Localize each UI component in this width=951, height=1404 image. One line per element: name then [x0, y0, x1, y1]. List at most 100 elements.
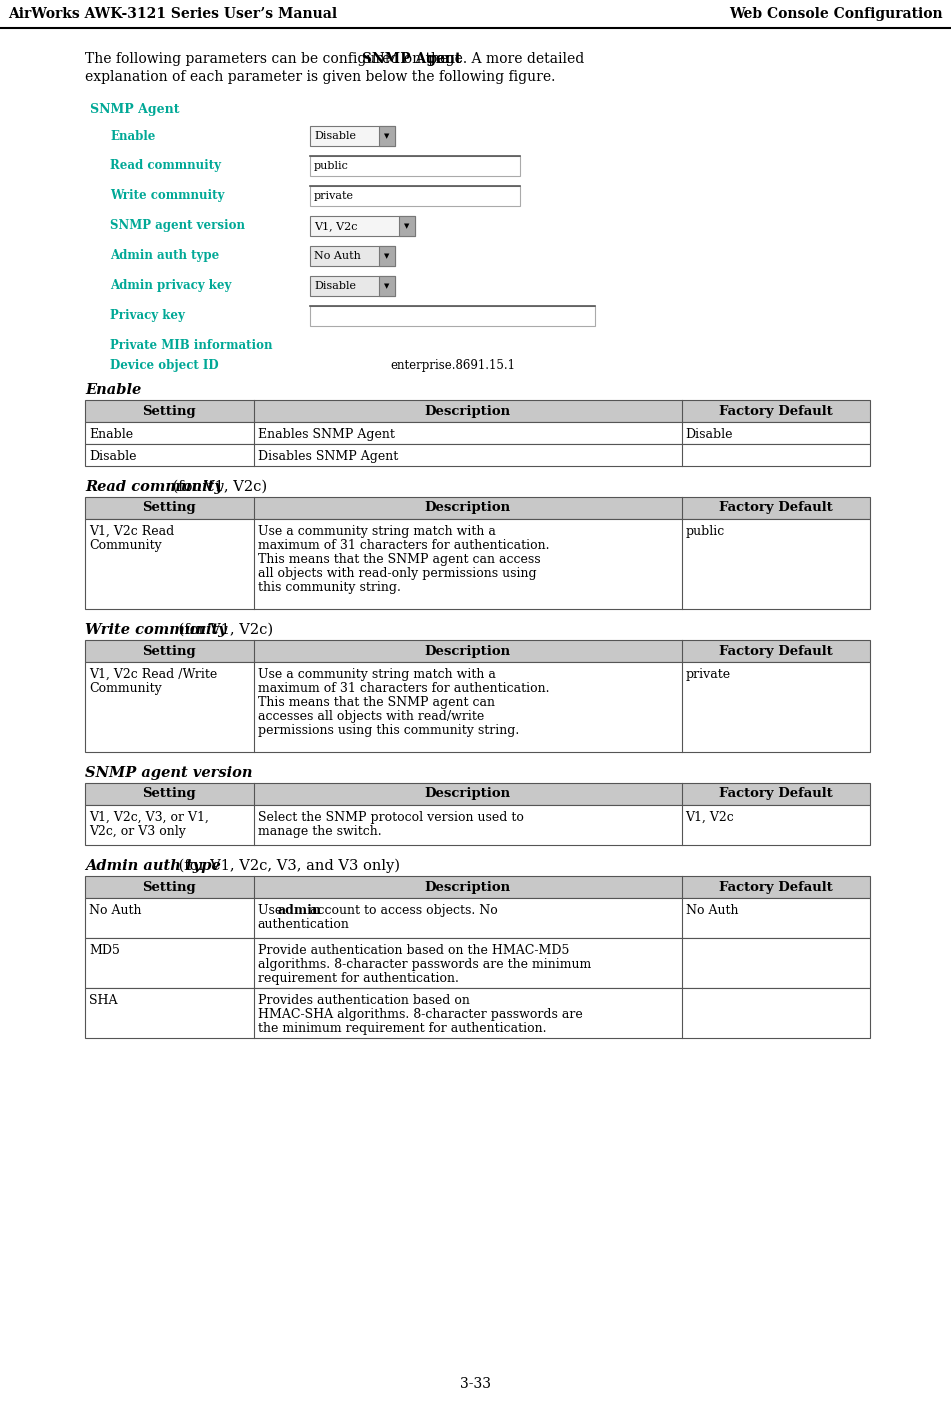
Text: Write community: Write community: [85, 623, 226, 637]
Text: Write commnuity: Write commnuity: [110, 190, 224, 202]
Text: Setting: Setting: [143, 644, 196, 657]
Text: Disable: Disable: [314, 131, 356, 140]
Text: Disable: Disable: [89, 451, 137, 463]
Text: maximum of 31 characters for authentication.: maximum of 31 characters for authenticat…: [258, 682, 550, 695]
Text: the minimum requirement for authentication.: the minimum requirement for authenticati…: [258, 1022, 546, 1035]
Text: Admin auth type: Admin auth type: [110, 250, 220, 263]
Text: HMAC-SHA algorithms. 8-character passwords are: HMAC-SHA algorithms. 8-character passwor…: [258, 1008, 583, 1021]
Text: Description: Description: [425, 788, 511, 800]
Bar: [85, 938, 870, 988]
Text: Setting: Setting: [143, 501, 196, 514]
Text: Enable: Enable: [89, 428, 133, 441]
Text: Provide authentication based on the HMAC-MD5: Provide authentication based on the HMAC…: [258, 943, 569, 958]
Text: (for V1, V2c): (for V1, V2c): [173, 623, 273, 637]
Text: ▼: ▼: [404, 223, 410, 229]
Bar: [85, 640, 870, 663]
Bar: [379, 246, 395, 265]
Text: Admin auth type: Admin auth type: [85, 859, 221, 873]
Bar: [310, 306, 595, 326]
Text: Community: Community: [89, 682, 162, 695]
Text: admin: admin: [278, 904, 322, 917]
Text: Device object ID: Device object ID: [110, 359, 219, 372]
Bar: [379, 277, 395, 296]
Text: accesses all objects with read/write: accesses all objects with read/write: [258, 710, 484, 723]
Text: Disable: Disable: [314, 281, 356, 291]
Bar: [310, 246, 395, 265]
Text: Use a community string match with a: Use a community string match with a: [258, 525, 495, 538]
Text: Description: Description: [425, 880, 511, 893]
Text: Setting: Setting: [143, 404, 196, 417]
Text: SNMP Agent: SNMP Agent: [90, 102, 180, 117]
Bar: [85, 444, 870, 466]
Text: Use: Use: [258, 904, 286, 917]
Text: Use a community string match with a: Use a community string match with a: [258, 668, 495, 681]
Text: 3-33: 3-33: [460, 1377, 491, 1391]
Text: Description: Description: [425, 501, 511, 514]
Text: Web Console Configuration: Web Console Configuration: [729, 7, 943, 21]
Bar: [310, 156, 520, 176]
Text: explanation of each parameter is given below the following figure.: explanation of each parameter is given b…: [85, 70, 555, 84]
Text: Enable: Enable: [85, 383, 142, 397]
Text: ▼: ▼: [384, 133, 390, 139]
Text: permissions using this community string.: permissions using this community string.: [258, 724, 519, 737]
Bar: [379, 126, 395, 146]
Bar: [85, 400, 870, 423]
Bar: [85, 423, 870, 444]
Text: ▼: ▼: [384, 253, 390, 258]
Text: SNMP Agent: SNMP Agent: [362, 52, 462, 66]
Text: (for V1, V2c, V3, and V3 only): (for V1, V2c, V3, and V3 only): [173, 859, 399, 873]
Text: Read community: Read community: [85, 480, 223, 494]
Text: enterprise.8691.15.1: enterprise.8691.15.1: [390, 359, 515, 372]
Bar: [85, 663, 870, 753]
Bar: [310, 185, 520, 206]
Text: Factory Default: Factory Default: [719, 788, 833, 800]
Text: Factory Default: Factory Default: [719, 880, 833, 893]
Text: Setting: Setting: [143, 788, 196, 800]
Text: Factory Default: Factory Default: [719, 404, 833, 417]
Bar: [85, 876, 870, 899]
Text: (for V1, V2c): (for V1, V2c): [167, 480, 266, 494]
Text: V1, V2c Read: V1, V2c Read: [89, 525, 174, 538]
Text: public: public: [314, 161, 349, 171]
Text: Privacy key: Privacy key: [110, 309, 184, 323]
Bar: [310, 216, 415, 236]
Text: Read commnuity: Read commnuity: [110, 160, 221, 173]
Text: private: private: [314, 191, 354, 201]
Text: Admin privacy key: Admin privacy key: [110, 279, 231, 292]
Text: account to access objects. No: account to access objects. No: [306, 904, 498, 917]
Text: SHA: SHA: [89, 994, 118, 1007]
Text: SNMP agent version: SNMP agent version: [85, 767, 253, 781]
Text: Community: Community: [89, 539, 162, 552]
Text: Enable: Enable: [110, 129, 155, 142]
Bar: [85, 519, 870, 609]
Text: No Auth: No Auth: [686, 904, 738, 917]
Text: maximum of 31 characters for authentication.: maximum of 31 characters for authenticat…: [258, 539, 550, 552]
Text: manage the switch.: manage the switch.: [258, 826, 381, 838]
Text: This means that the SNMP agent can access: This means that the SNMP agent can acces…: [258, 553, 540, 566]
Text: public: public: [686, 525, 725, 538]
Text: page. A more detailed: page. A more detailed: [423, 52, 584, 66]
Text: Factory Default: Factory Default: [719, 644, 833, 657]
Text: requirement for authentication.: requirement for authentication.: [258, 972, 458, 986]
Text: authentication: authentication: [258, 918, 350, 931]
Text: V1, V2c: V1, V2c: [314, 220, 358, 232]
Bar: [85, 804, 870, 845]
Bar: [85, 783, 870, 804]
Text: SNMP agent version: SNMP agent version: [110, 219, 245, 233]
Text: all objects with read-only permissions using: all objects with read-only permissions u…: [258, 567, 536, 580]
Bar: [85, 497, 870, 519]
Text: Setting: Setting: [143, 880, 196, 893]
Bar: [399, 216, 415, 236]
Text: Description: Description: [425, 404, 511, 417]
Text: This means that the SNMP agent can: This means that the SNMP agent can: [258, 696, 495, 709]
Text: V1, V2c: V1, V2c: [686, 812, 734, 824]
Text: Factory Default: Factory Default: [719, 501, 833, 514]
Text: Disables SNMP Agent: Disables SNMP Agent: [258, 451, 398, 463]
Text: Select the SNMP protocol version used to: Select the SNMP protocol version used to: [258, 812, 524, 824]
Bar: [85, 899, 870, 938]
Text: algorithms. 8-character passwords are the minimum: algorithms. 8-character passwords are th…: [258, 958, 591, 972]
Text: No Auth: No Auth: [314, 251, 360, 261]
Text: V1, V2c Read /Write: V1, V2c Read /Write: [89, 668, 217, 681]
Text: Disable: Disable: [686, 428, 733, 441]
Text: ▼: ▼: [384, 284, 390, 289]
